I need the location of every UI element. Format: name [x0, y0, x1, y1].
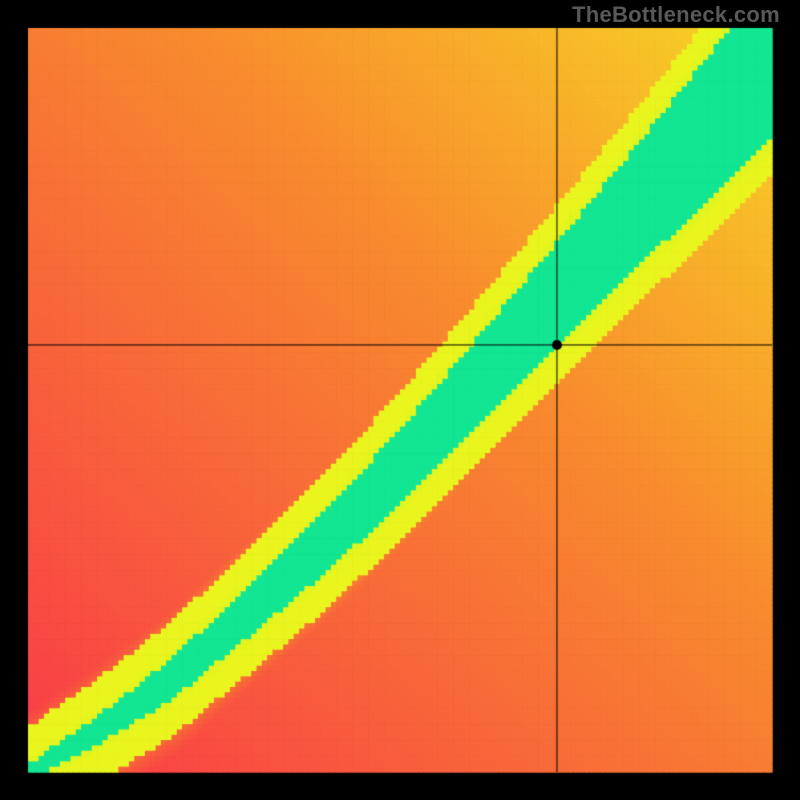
heatmap-canvas	[0, 0, 800, 800]
watermark-label: TheBottleneck.com	[572, 2, 780, 28]
bottleneck-heatmap-chart: TheBottleneck.com	[0, 0, 800, 800]
